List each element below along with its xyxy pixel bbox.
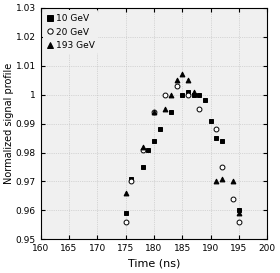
10 GeV [214, 136, 218, 140]
193 GeV [181, 73, 184, 76]
193 GeV [237, 212, 241, 215]
10 GeV [141, 165, 144, 169]
20 GeV [124, 220, 127, 224]
Legend: 10 GeV, 20 GeV, 193 GeV: 10 GeV, 20 GeV, 193 GeV [43, 10, 98, 54]
193 GeV [186, 78, 190, 82]
193 GeV [124, 191, 127, 195]
193 GeV [232, 180, 235, 183]
10 GeV [169, 110, 172, 114]
20 GeV [130, 180, 133, 183]
193 GeV [220, 177, 224, 180]
10 GeV [186, 90, 190, 93]
20 GeV [220, 165, 224, 169]
Line: 20 GeV: 20 GeV [123, 84, 241, 224]
193 GeV [164, 107, 167, 111]
193 GeV [169, 93, 172, 96]
20 GeV [186, 93, 190, 96]
193 GeV [175, 78, 178, 82]
20 GeV [237, 220, 241, 224]
Y-axis label: Normalized signal profile: Normalized signal profile [4, 63, 14, 184]
10 GeV [146, 148, 150, 151]
Line: 193 GeV: 193 GeV [123, 72, 241, 216]
10 GeV [198, 93, 201, 96]
10 GeV [130, 177, 133, 180]
X-axis label: Time (ns): Time (ns) [128, 259, 180, 269]
10 GeV [158, 128, 161, 131]
10 GeV [124, 212, 127, 215]
10 GeV [220, 139, 224, 143]
Line: 10 GeV: 10 GeV [123, 89, 241, 216]
193 GeV [214, 180, 218, 183]
10 GeV [192, 93, 195, 96]
20 GeV [152, 110, 156, 114]
193 GeV [152, 110, 156, 114]
20 GeV [198, 107, 201, 111]
10 GeV [237, 209, 241, 212]
10 GeV [181, 93, 184, 96]
20 GeV [141, 148, 144, 151]
10 GeV [203, 99, 207, 102]
20 GeV [164, 93, 167, 96]
10 GeV [209, 119, 212, 122]
20 GeV [214, 128, 218, 131]
193 GeV [141, 145, 144, 148]
20 GeV [232, 197, 235, 200]
193 GeV [192, 90, 195, 93]
20 GeV [175, 84, 178, 88]
10 GeV [152, 139, 156, 143]
